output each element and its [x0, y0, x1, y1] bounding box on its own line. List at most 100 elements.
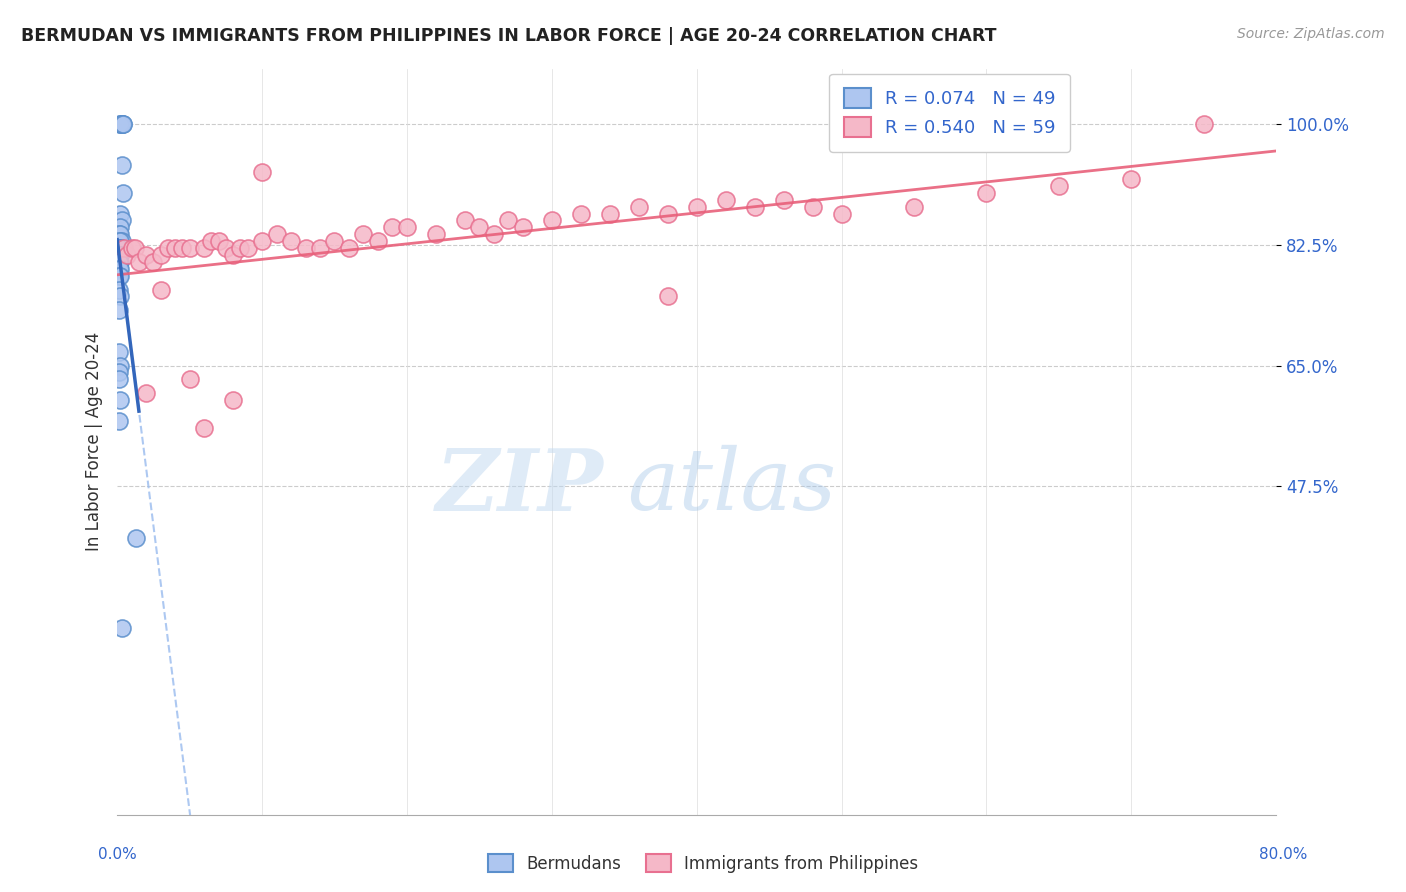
- Point: [108, 241, 131, 255]
- Point: [976, 186, 998, 200]
- Point: [222, 393, 245, 408]
- Point: [903, 200, 925, 214]
- Point: [108, 248, 131, 262]
- Point: [135, 386, 157, 401]
- Point: [222, 248, 245, 262]
- Point: [266, 227, 288, 242]
- Point: [714, 193, 737, 207]
- Point: [107, 303, 129, 318]
- Point: [110, 213, 132, 227]
- Point: [107, 261, 129, 276]
- Point: [108, 220, 131, 235]
- Text: ZIP: ZIP: [436, 444, 605, 528]
- Point: [540, 213, 562, 227]
- Legend: R = 0.074   N = 49, R = 0.540   N = 59: R = 0.074 N = 49, R = 0.540 N = 59: [830, 74, 1070, 152]
- Point: [215, 241, 238, 255]
- Legend: Bermudans, Immigrants from Philippines: Bermudans, Immigrants from Philippines: [481, 847, 925, 880]
- Point: [425, 227, 447, 242]
- Point: [108, 241, 131, 255]
- Point: [121, 241, 143, 255]
- Point: [108, 227, 131, 242]
- Point: [250, 165, 273, 179]
- Point: [250, 234, 273, 248]
- Point: [627, 200, 650, 214]
- Point: [367, 234, 389, 248]
- Point: [193, 241, 215, 255]
- Point: [172, 241, 194, 255]
- Point: [657, 206, 679, 220]
- Text: 0.0%: 0.0%: [98, 847, 138, 862]
- Point: [108, 241, 131, 255]
- Point: [107, 283, 129, 297]
- Point: [107, 227, 129, 242]
- Point: [1192, 117, 1215, 131]
- Point: [1121, 172, 1143, 186]
- Point: [156, 241, 179, 255]
- Point: [108, 117, 131, 131]
- Point: [149, 248, 172, 262]
- Point: [482, 227, 505, 242]
- Point: [309, 241, 332, 255]
- Point: [229, 241, 252, 255]
- Point: [831, 206, 853, 220]
- Point: [498, 213, 520, 227]
- Point: [685, 200, 707, 214]
- Point: [454, 213, 477, 227]
- Point: [111, 117, 134, 131]
- Point: [108, 241, 131, 255]
- Point: [107, 241, 129, 255]
- Point: [657, 289, 679, 303]
- Point: [801, 200, 824, 214]
- Point: [110, 621, 132, 635]
- Y-axis label: In Labor Force | Age 20-24: In Labor Force | Age 20-24: [86, 332, 103, 551]
- Point: [294, 241, 316, 255]
- Point: [107, 414, 129, 428]
- Point: [107, 241, 129, 255]
- Point: [111, 117, 134, 131]
- Point: [108, 289, 131, 303]
- Point: [569, 206, 592, 220]
- Point: [107, 241, 129, 255]
- Point: [108, 241, 131, 255]
- Point: [179, 241, 201, 255]
- Point: [468, 220, 491, 235]
- Point: [381, 220, 404, 235]
- Point: [236, 241, 259, 255]
- Point: [107, 268, 129, 283]
- Point: [179, 372, 201, 386]
- Point: [149, 283, 172, 297]
- Point: [107, 366, 129, 380]
- Point: [1047, 178, 1070, 193]
- Point: [124, 241, 146, 255]
- Point: [108, 206, 131, 220]
- Point: [772, 193, 794, 207]
- Text: atlas: atlas: [627, 445, 837, 528]
- Point: [114, 241, 136, 255]
- Point: [107, 372, 129, 386]
- Point: [110, 117, 132, 131]
- Point: [142, 255, 165, 269]
- Point: [280, 234, 302, 248]
- Point: [323, 234, 346, 248]
- Text: 80.0%: 80.0%: [1260, 847, 1308, 862]
- Point: [107, 248, 129, 262]
- Point: [165, 241, 187, 255]
- Point: [108, 255, 131, 269]
- Point: [107, 234, 129, 248]
- Point: [108, 359, 131, 373]
- Point: [135, 248, 157, 262]
- Point: [193, 421, 215, 435]
- Point: [107, 248, 129, 262]
- Point: [107, 255, 129, 269]
- Point: [108, 268, 131, 283]
- Point: [110, 234, 132, 248]
- Point: [107, 344, 129, 359]
- Point: [108, 248, 131, 262]
- Point: [128, 255, 150, 269]
- Point: [110, 158, 132, 172]
- Point: [200, 234, 222, 248]
- Point: [110, 241, 132, 255]
- Point: [744, 200, 766, 214]
- Text: Source: ZipAtlas.com: Source: ZipAtlas.com: [1237, 27, 1385, 41]
- Text: BERMUDAN VS IMMIGRANTS FROM PHILIPPINES IN LABOR FORCE | AGE 20-24 CORRELATION C: BERMUDAN VS IMMIGRANTS FROM PHILIPPINES …: [21, 27, 997, 45]
